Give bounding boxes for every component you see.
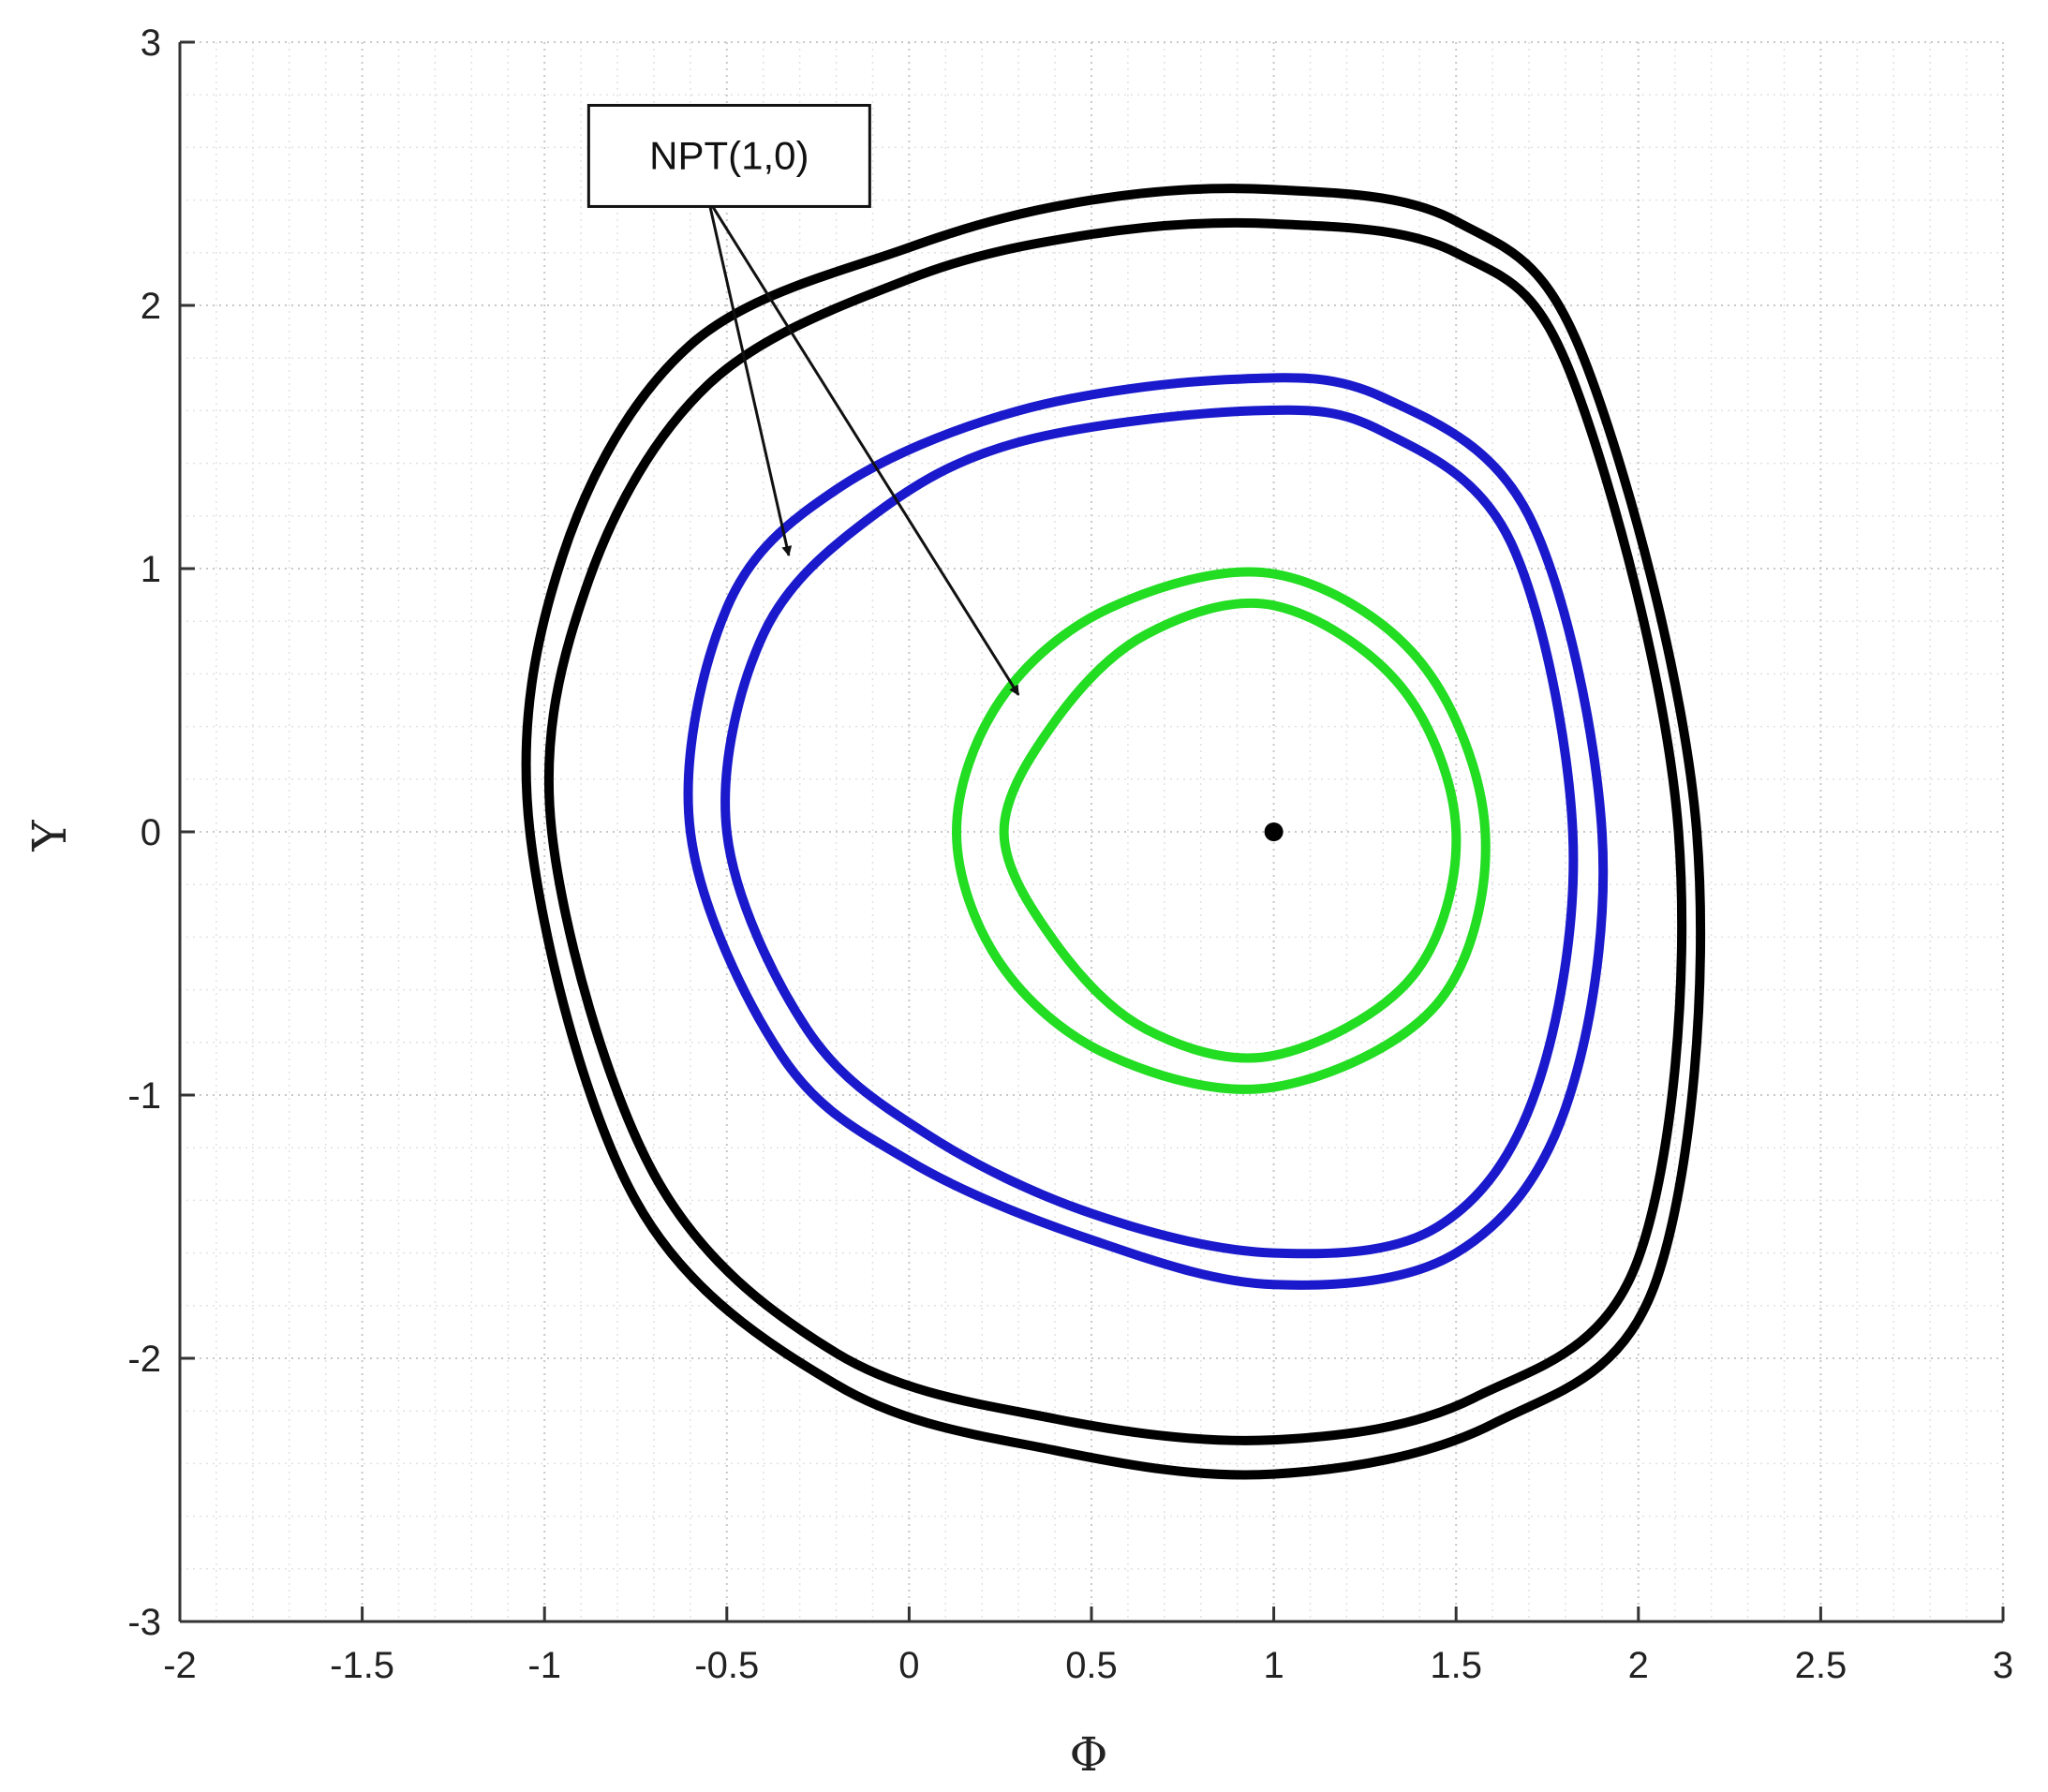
y-axis-label: Y [22, 820, 77, 852]
axes [178, 40, 2005, 1623]
series-group [521, 184, 1706, 1480]
x-tick-label: 2 [1628, 1645, 1649, 1686]
x-tick-label: 0 [898, 1645, 919, 1686]
annotation-box [586, 103, 871, 208]
y-tick-label: 1 [141, 549, 161, 590]
y-tick-label: -3 [127, 1602, 161, 1643]
x-tick-label: -2 [163, 1645, 197, 1686]
x-tick-label: 1 [1263, 1645, 1284, 1686]
orbit-series-0-1 [543, 217, 1687, 1445]
grid [179, 41, 2004, 1622]
x-tick-label: -0.5 [694, 1645, 759, 1686]
x-tick-label: -1.5 [330, 1645, 394, 1686]
y-tick-label: 2 [141, 286, 161, 327]
annotation-group: NPT(1,0) [586, 103, 1020, 696]
x-tick-label: 1.5 [1430, 1645, 1482, 1686]
x-tick-label: 3 [1993, 1645, 2013, 1686]
orbit-series-1-1 [720, 405, 1579, 1259]
x-tick-label: 2.5 [1795, 1645, 1848, 1686]
y-tick-label: -1 [127, 1075, 161, 1117]
orbit-series-2-0 [952, 567, 1491, 1094]
orbit-series-2-1 [999, 598, 1462, 1063]
points-group [1264, 822, 1284, 841]
y-tick-label: -2 [127, 1339, 161, 1380]
x-axis-label: Φ [1070, 1727, 1108, 1782]
x-tick-label: 0.5 [1065, 1645, 1118, 1686]
orbit-series-1-0 [683, 373, 1609, 1290]
x-tick-label: -1 [527, 1645, 561, 1686]
equilibrium-point [1264, 822, 1284, 841]
orbit-series-0-0 [521, 184, 1706, 1480]
y-tick-label: 3 [141, 22, 161, 64]
annotation-label: NPT(1,0) [649, 133, 809, 177]
annotation-arrow [706, 200, 793, 557]
y-tick-label: 0 [141, 812, 161, 853]
annotation-arrow [707, 199, 1020, 696]
